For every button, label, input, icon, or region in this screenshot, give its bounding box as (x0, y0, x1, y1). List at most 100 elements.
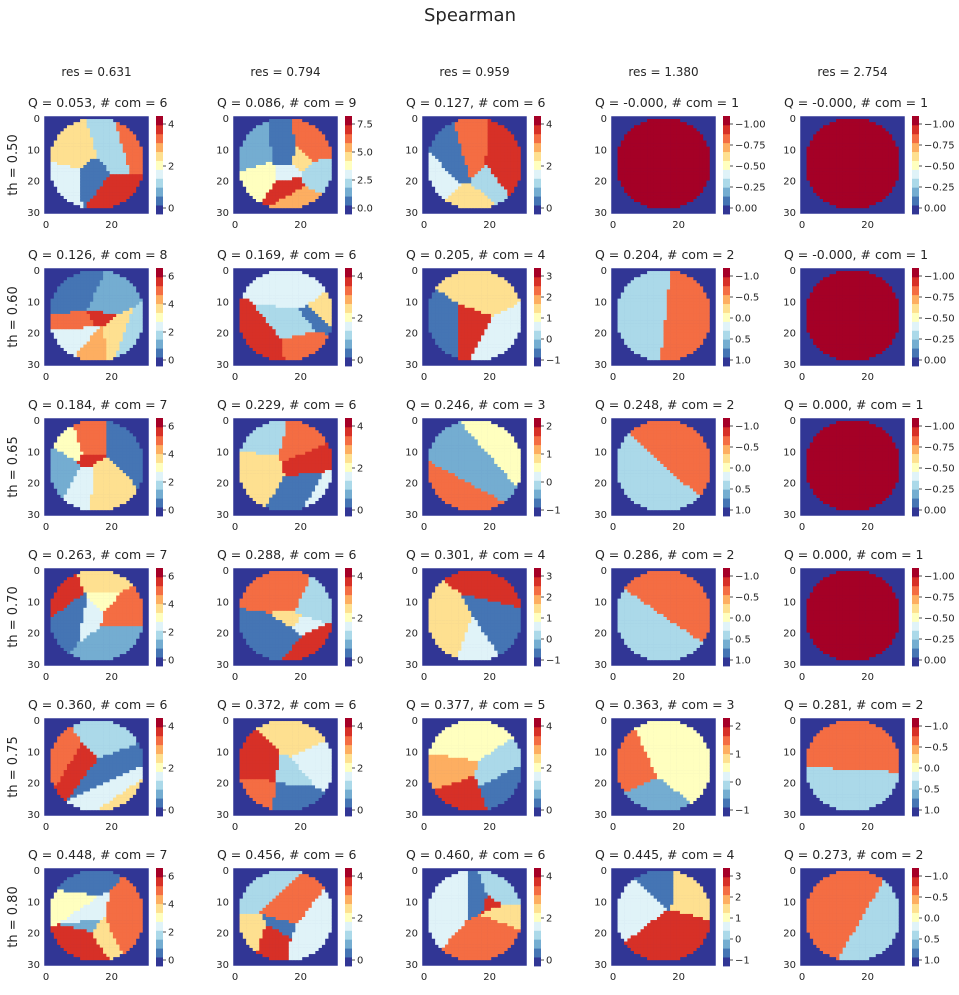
y-tick-label: 0 (34, 266, 40, 277)
x-tick-label: 20 (483, 220, 496, 231)
colorbar-tick-label: 4 (168, 722, 174, 733)
y-tick-label: 10 (27, 597, 40, 608)
y-tick-label: 10 (405, 897, 418, 908)
panel-title: Q = 0.184, # com = 7 (28, 397, 168, 412)
colorbar: 024 (345, 268, 363, 367)
x-tick-label: 0 (799, 672, 805, 683)
y-tick-label: 0 (601, 114, 607, 125)
y-tick-label: 10 (783, 297, 796, 308)
y-tick-label: 0 (34, 416, 40, 427)
colorbar-tick-label: 0 (546, 806, 552, 817)
colorbar-tick-label: −0.25 (735, 183, 766, 194)
colorbar-tick-label: 2 (168, 628, 174, 639)
panel-title: Q = 0.169, # com = 6 (217, 247, 357, 262)
colorbar-tick-label: −0.25 (924, 485, 955, 496)
x-tick-label: 20 (861, 522, 874, 533)
x-tick-label: 20 (105, 822, 118, 833)
colorbar-tick-label: 4 (168, 120, 174, 131)
y-tick-label: 20 (27, 479, 40, 490)
colorbar-tick-label: 2 (546, 764, 552, 775)
x-tick-label: 0 (610, 372, 616, 383)
y-tick-label: 20 (216, 929, 229, 940)
x-tick-label: 20 (672, 822, 685, 833)
colorbar-tick-label: −0.25 (924, 183, 955, 194)
y-tick-label: 30 (783, 360, 796, 371)
colorbar-tick-label: 2 (735, 893, 741, 904)
y-tick-label: 20 (216, 629, 229, 640)
row-label: th = 0.80 (6, 886, 21, 947)
x-tick-label: 0 (43, 220, 49, 231)
x-tick-label: 20 (105, 972, 118, 983)
y-tick-label: 30 (594, 360, 607, 371)
y-tick-label: 20 (216, 329, 229, 340)
panel-title: Q = 0.301, # com = 4 (406, 547, 546, 562)
y-tick-label: 0 (34, 566, 40, 577)
colorbar-tick-label: −0.50 (924, 162, 955, 173)
x-tick-label: 20 (483, 972, 496, 983)
x-tick-label: 20 (861, 822, 874, 833)
colorbar-tick-label: 1 (546, 314, 552, 325)
y-tick-label: 20 (216, 779, 229, 790)
colorbar-tick-label: 2 (168, 764, 174, 775)
panel-title: Q = -0.000, # com = 1 (784, 95, 928, 110)
colorbar-tick-label: −1.00 (924, 272, 955, 283)
y-tick-label: 0 (223, 716, 229, 727)
colorbar-tick-label: 0.5 (735, 485, 751, 496)
panel-title: Q = 0.000, # com = 1 (784, 547, 924, 562)
panel-title: Q = 0.377, # com = 5 (406, 697, 546, 712)
colorbar-tick-label: 2 (357, 464, 363, 475)
colorbar-tick-label: 0.00 (924, 204, 946, 215)
community-cells (429, 119, 521, 208)
colorbar-tick-label: 0.5 (924, 935, 940, 946)
y-tick-label: 0 (34, 866, 40, 877)
colorbar-tick-label: 0 (168, 956, 174, 967)
community-cells (807, 421, 899, 510)
y-tick-label: 10 (783, 447, 796, 458)
panel-title: Q = 0.229, # com = 6 (217, 397, 357, 412)
y-tick-label: 30 (594, 510, 607, 521)
x-tick-label: 0 (43, 672, 49, 683)
x-tick-label: 0 (799, 972, 805, 983)
y-tick-label: 10 (216, 447, 229, 458)
y-tick-label: 10 (594, 597, 607, 608)
colorbar-tick-label: 4 (357, 722, 363, 733)
colorbar-tick-label: 2 (168, 928, 174, 939)
colorbar-tick-label: 4 (168, 900, 174, 911)
colorbar-tick-label: 2 (546, 162, 552, 173)
panel-title: Q = 0.000, # com = 1 (784, 397, 924, 412)
y-tick-label: 10 (216, 145, 229, 156)
colorbar-tick-label: 2 (168, 162, 174, 173)
y-tick-label: 0 (790, 266, 796, 277)
column-label: res = 0.794 (250, 65, 320, 79)
colorbar-tick-label: 2 (735, 722, 741, 733)
colorbar-tick-label: 1 (546, 614, 552, 625)
y-tick-label: 0 (223, 866, 229, 877)
y-tick-label: 10 (594, 897, 607, 908)
community-cells (240, 421, 332, 510)
x-tick-label: 20 (105, 220, 118, 231)
colorbar-tick-label: 0 (546, 335, 552, 346)
x-tick-label: 0 (421, 972, 427, 983)
colorbar-tick-label: 3 (546, 272, 552, 283)
colorbar-tick-label: −1.0 (924, 722, 948, 733)
y-tick-label: 0 (790, 566, 796, 577)
x-tick-label: 20 (861, 972, 874, 983)
colorbar-tick-label: −0.5 (924, 743, 948, 754)
colorbar-tick-label: 0 (357, 956, 363, 967)
y-tick-label: 30 (27, 208, 40, 219)
y-tick-label: 0 (601, 416, 607, 427)
y-tick-label: 30 (216, 960, 229, 971)
x-tick-label: 0 (799, 822, 805, 833)
colorbar-tick-label: 0 (546, 204, 552, 215)
colorbar-tick-label: 0.00 (924, 506, 946, 517)
